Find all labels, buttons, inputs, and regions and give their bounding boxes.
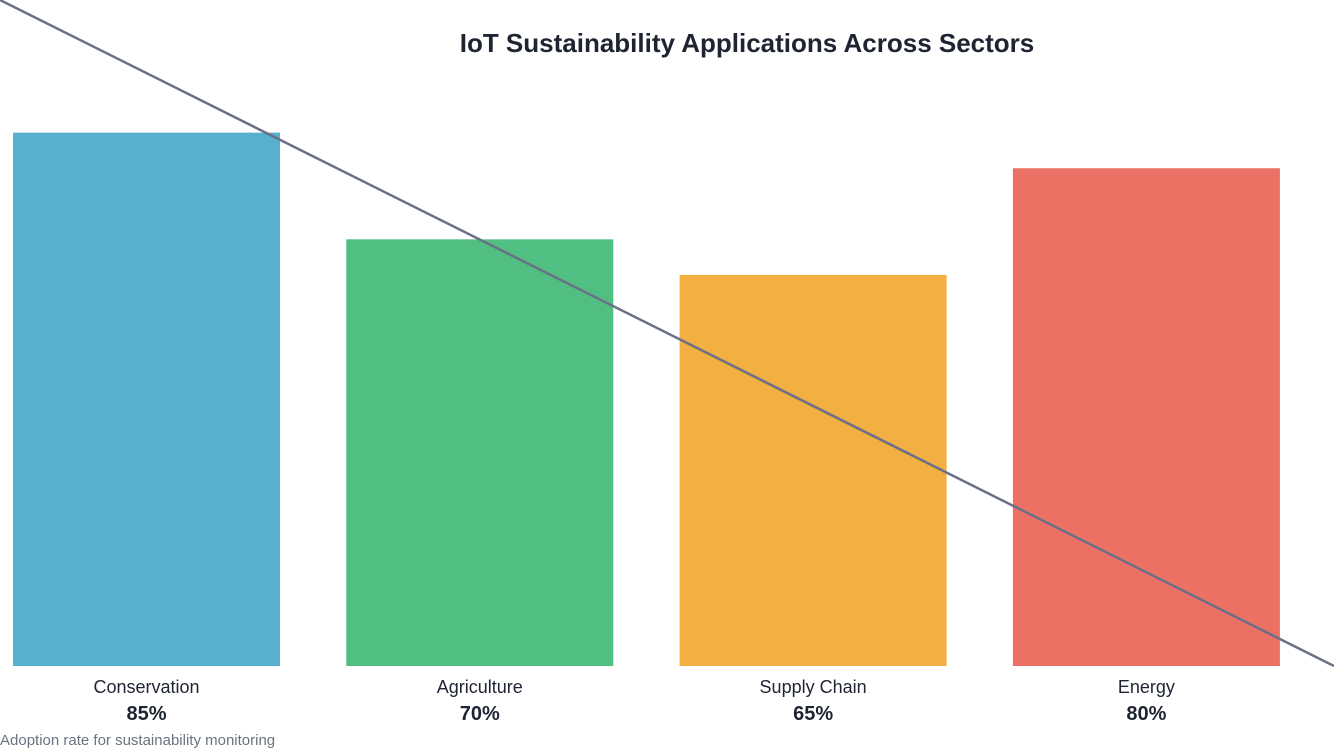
diagonal-line xyxy=(0,0,1334,668)
bar-conservation xyxy=(13,132,280,666)
category-label: Supply Chain xyxy=(760,677,867,697)
bar-agriculture xyxy=(346,239,614,667)
bar-energy xyxy=(1012,168,1280,666)
value-label: 80% xyxy=(1126,703,1166,725)
value-label: 85% xyxy=(126,703,166,725)
chart-caption: Adoption rate for sustainability monitor… xyxy=(0,732,276,749)
bar-supply-chain xyxy=(679,274,947,666)
chart-title: IoT Sustainability Applications Across S… xyxy=(459,28,1035,58)
category-label: Energy xyxy=(1118,677,1175,697)
category-label: Agriculture xyxy=(437,677,523,697)
category-label: Conservation xyxy=(93,677,199,697)
value-label: 70% xyxy=(460,703,500,725)
value-label: 65% xyxy=(793,703,833,725)
